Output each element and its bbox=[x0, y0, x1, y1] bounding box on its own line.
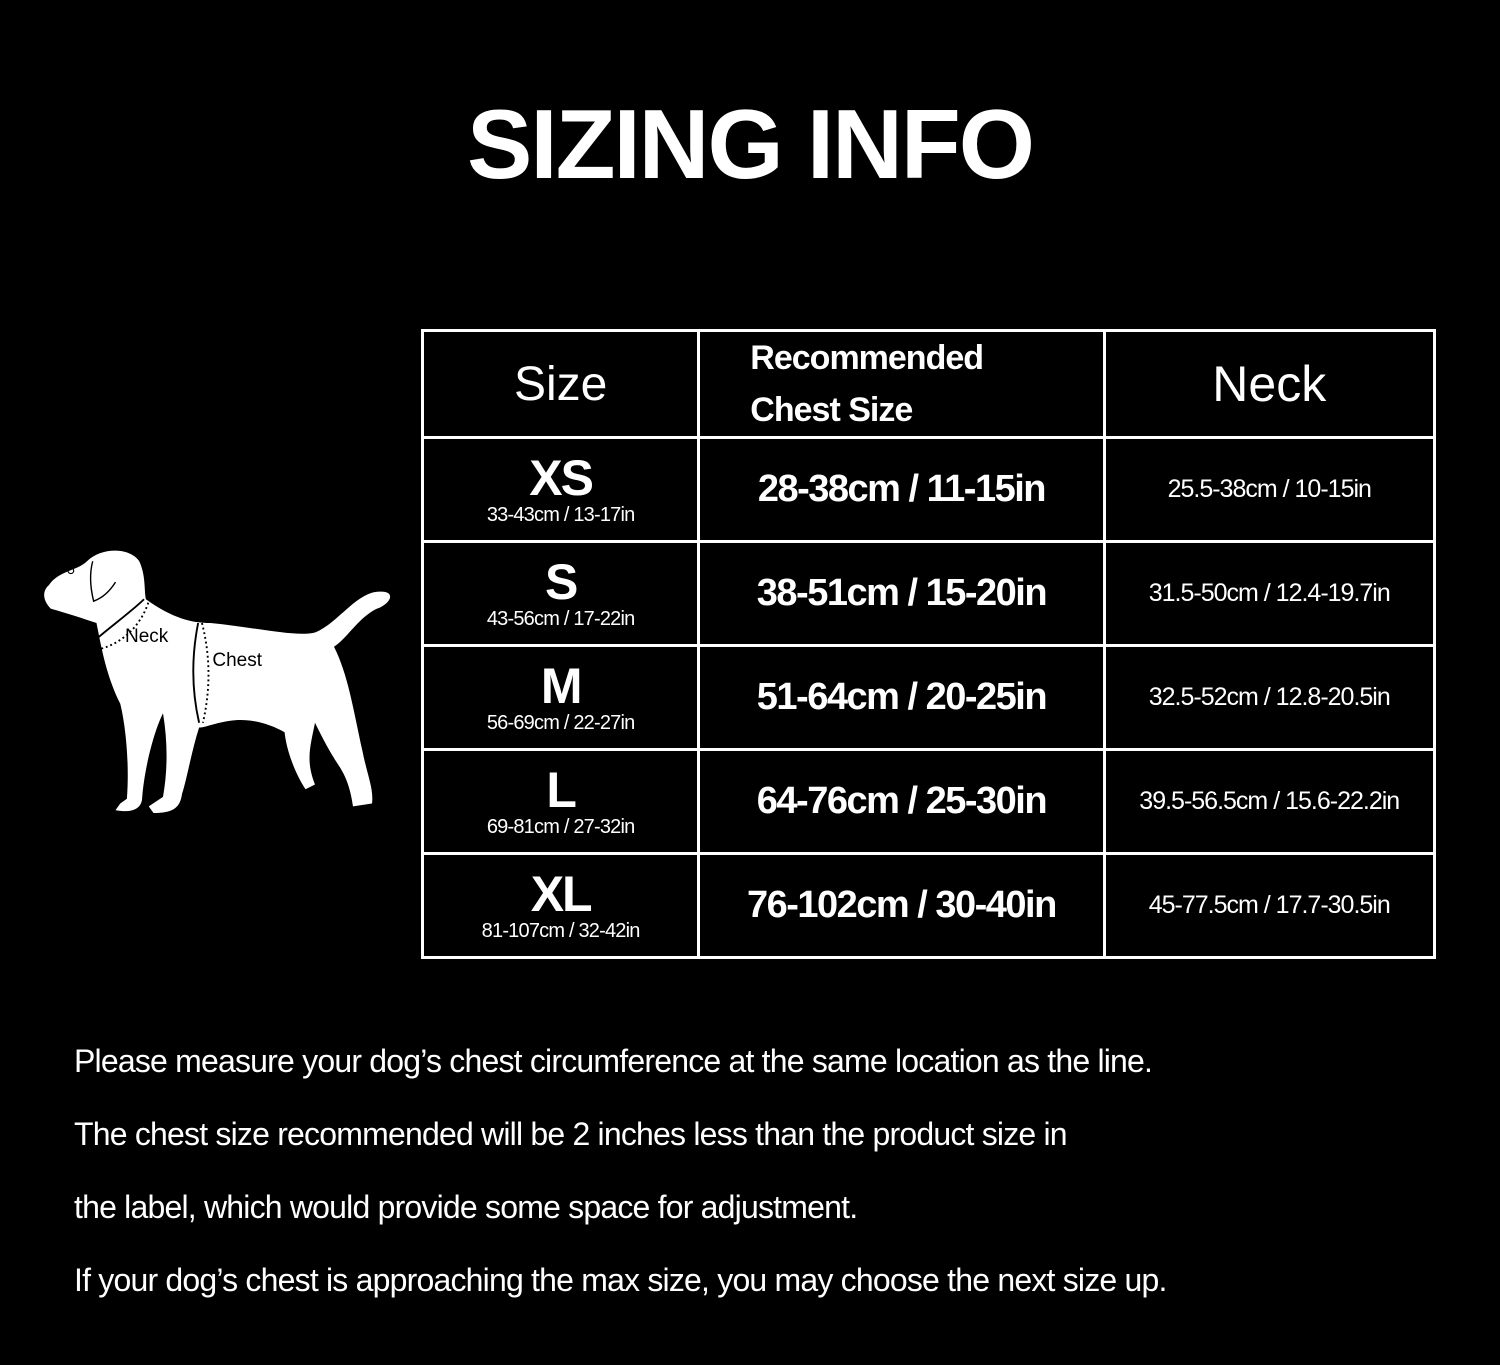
sizing-table: Size Recommended Chest Size Neck XS 33-43… bbox=[420, 329, 1437, 959]
ear bbox=[89, 561, 117, 603]
chest-line bbox=[192, 622, 201, 723]
header-chest-line2: Chest Size bbox=[750, 391, 913, 429]
size-cell: L 69-81cm / 27-32in bbox=[420, 748, 701, 855]
measurement-notes: Please measure your dog’s chest circumfe… bbox=[74, 1038, 1167, 1330]
product-size: 69-81cm / 27-32in bbox=[486, 816, 635, 838]
size-cell: S 43-56cm / 17-22in bbox=[420, 540, 701, 647]
table-header-row: Size Recommended Chest Size Neck bbox=[420, 329, 1437, 439]
size-label: S bbox=[544, 554, 578, 610]
note-line: The chest size recommended will be 2 inc… bbox=[74, 1116, 1068, 1152]
product-size: 81-107cm / 32-42in bbox=[481, 920, 641, 942]
table-row: S 43-56cm / 17-22in 38-51cm / 15-20in 31.5-… bbox=[420, 540, 1437, 647]
dog-measurement-diagram: Neck Chest bbox=[44, 550, 391, 813]
product-size: 33-43cm / 13-17in bbox=[486, 504, 635, 526]
neck-line bbox=[97, 598, 145, 638]
chest-size-cell: 76-102cm / 30-40in bbox=[697, 852, 1106, 959]
size-label: L bbox=[546, 762, 577, 818]
chest-label: Chest bbox=[212, 650, 262, 671]
neck-size-cell: 45-77.5cm / 17.7-30.5in bbox=[1102, 852, 1437, 959]
neck-dotted-line bbox=[100, 600, 150, 650]
table-row: M 56-69cm / 22-27in 51-64cm / 20-25in 32.5-… bbox=[420, 644, 1437, 751]
page-title: SIZING INFO bbox=[467, 89, 1035, 199]
size-cell: M 56-69cm / 22-27in bbox=[420, 644, 701, 751]
chest-dotted-line bbox=[201, 622, 210, 723]
size-label: XS bbox=[529, 450, 594, 506]
note-line: If your dog’s chest is approaching the m… bbox=[74, 1262, 1167, 1298]
size-label: M bbox=[540, 658, 583, 714]
header-size: Size bbox=[420, 329, 701, 439]
eye bbox=[67, 567, 75, 575]
dog-silhouette bbox=[44, 550, 391, 813]
neck-label: Neck bbox=[125, 626, 169, 647]
neck-size-cell: 31.5-50cm / 12.4-19.7in bbox=[1102, 540, 1437, 647]
table-row: XL 81-107cm / 32-42in 76-102cm / 30-40in 45… bbox=[420, 852, 1437, 959]
header-chest-line1: Recommended bbox=[750, 339, 984, 377]
size-label: XL bbox=[530, 866, 593, 922]
chest-size-cell: 38-51cm / 15-20in bbox=[697, 540, 1106, 647]
chest-size-cell: 51-64cm / 20-25in bbox=[697, 644, 1106, 751]
product-size: 56-69cm / 22-27in bbox=[486, 712, 635, 734]
neck-size-cell: 32.5-52cm / 12.8-20.5in bbox=[1102, 644, 1437, 751]
chest-size-cell: 64-76cm / 25-30in bbox=[697, 748, 1106, 855]
neck-size-cell: 39.5-56.5cm / 15.6-22.2in bbox=[1102, 748, 1437, 855]
size-cell: XL 81-107cm / 32-42in bbox=[420, 852, 701, 959]
header-chest: Recommended Chest Size bbox=[697, 329, 1106, 439]
neck-size-cell: 25.5-38cm / 10-15in bbox=[1102, 436, 1437, 543]
chest-size-cell: 28-38cm / 11-15in bbox=[697, 436, 1106, 543]
size-cell: XS 33-43cm / 13-17in bbox=[420, 436, 701, 543]
note-line: Please measure your dog’s chest circumfe… bbox=[74, 1043, 1153, 1079]
table-row: L 69-81cm / 27-32in 64-76cm / 25-30in 39.5-… bbox=[420, 748, 1437, 855]
header-neck: Neck bbox=[1102, 329, 1437, 439]
product-size: 43-56cm / 17-22in bbox=[486, 608, 635, 630]
note-line: the label, which would provide some spac… bbox=[74, 1189, 858, 1225]
table-row: XS 33-43cm / 13-17in 28-38cm / 11-15in 25.5… bbox=[420, 436, 1437, 543]
